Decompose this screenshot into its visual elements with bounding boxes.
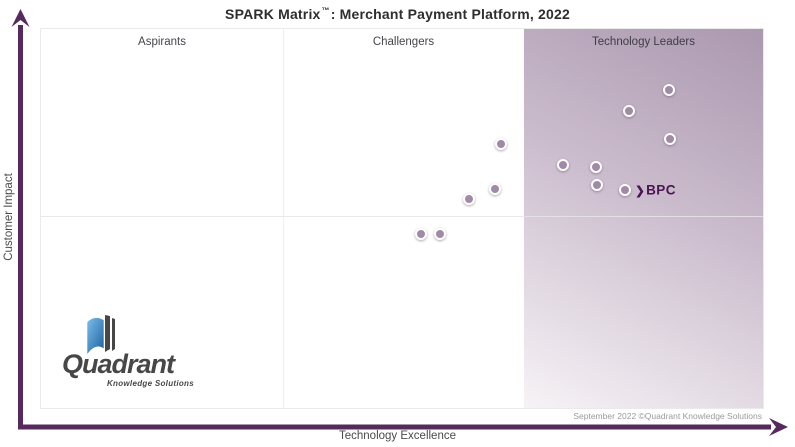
vendor-dot — [557, 159, 569, 172]
quadrant-book-icon — [86, 315, 115, 356]
quadrant-label-challengers: Challengers — [372, 36, 435, 48]
bpc-chevron-icon: ❯ — [635, 185, 646, 198]
bpc-logo: ❯ BPC — [632, 183, 676, 198]
quadrant-label-technology-leaders: Technology Leaders — [592, 36, 695, 48]
chart-title-rest: : Merchant Payment Platform, 2022 — [330, 6, 570, 22]
copyright-footnote: September 2022 ©Quadrant Knowledge Solut… — [573, 411, 762, 421]
quadrant-logo-subtitle: Knowledge Solutions — [106, 379, 194, 388]
vendor-dot — [414, 228, 427, 241]
quadrant-divider-vertical — [283, 29, 284, 408]
vendor-dot — [434, 228, 447, 241]
quadrant-divider-horizontal — [41, 216, 763, 217]
vendor-dot-bpc — [619, 184, 632, 197]
technology-leaders-region — [524, 29, 763, 408]
vendor-dot — [489, 182, 502, 195]
vendor-dot — [590, 179, 603, 192]
vendor-dot — [590, 160, 603, 173]
chart-title: SPARK Matrix™: Merchant Payment Platform… — [0, 6, 795, 22]
vendor-dot — [663, 84, 676, 97]
quadrant-logo-name: Quadrant — [62, 349, 175, 379]
plot-area: Aspirants Challengers Technology Leaders… — [40, 28, 764, 409]
y-axis-label: Customer Impact — [3, 173, 15, 261]
vendor-dot — [663, 132, 676, 145]
quadrant-logo: Quadrant Knowledge Solutions — [62, 315, 194, 388]
quadrant-label-aspirants: Aspirants — [138, 36, 186, 48]
vendor-dot — [622, 104, 635, 117]
trademark-symbol: ™ — [321, 6, 330, 16]
vendor-dot — [494, 137, 507, 150]
chart-title-brand: SPARK Matrix — [225, 6, 321, 22]
x-axis-label: Technology Excellence — [339, 430, 456, 442]
bpc-text: BPC — [646, 182, 676, 198]
vendor-dot — [463, 193, 476, 206]
